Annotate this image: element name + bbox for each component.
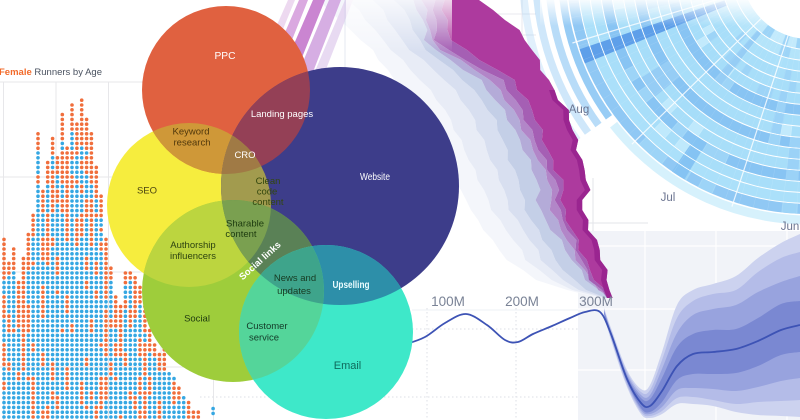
svg-text:SEO: SEO xyxy=(137,186,157,197)
svg-text:Keyword: Keyword xyxy=(173,127,210,138)
svg-text:service: service xyxy=(249,333,279,344)
svg-text:300M: 300M xyxy=(579,294,613,309)
svg-text:CRO: CRO xyxy=(234,150,255,161)
svg-text:100M: 100M xyxy=(431,294,465,309)
svg-text:Customer: Customer xyxy=(246,321,287,332)
svg-text:Social: Social xyxy=(184,314,210,325)
svg-text:Jul: Jul xyxy=(661,192,676,204)
svg-text:Jun: Jun xyxy=(781,221,800,233)
svg-text:Sharable: Sharable xyxy=(226,219,264,230)
svg-text:Email: Email xyxy=(334,360,362,372)
svg-text:Female Runners by Age: Female Runners by Age xyxy=(0,67,102,78)
svg-text:content: content xyxy=(225,229,257,240)
svg-text:influencers: influencers xyxy=(170,251,216,262)
svg-text:News and: News and xyxy=(274,273,316,284)
svg-text:Landing pages: Landing pages xyxy=(251,109,314,120)
svg-text:PPC: PPC xyxy=(215,50,236,62)
svg-text:updates: updates xyxy=(277,286,311,297)
svg-text:Website: Website xyxy=(360,171,390,183)
svg-text:Authorship: Authorship xyxy=(170,240,215,251)
svg-text:code: code xyxy=(257,187,278,198)
svg-text:Upselling: Upselling xyxy=(333,280,370,291)
svg-text:200M: 200M xyxy=(505,294,539,309)
svg-text:research: research xyxy=(174,138,211,149)
svg-text:content: content xyxy=(252,197,284,208)
svg-text:Clean: Clean xyxy=(256,176,281,187)
svg-text:Aug: Aug xyxy=(569,104,589,116)
